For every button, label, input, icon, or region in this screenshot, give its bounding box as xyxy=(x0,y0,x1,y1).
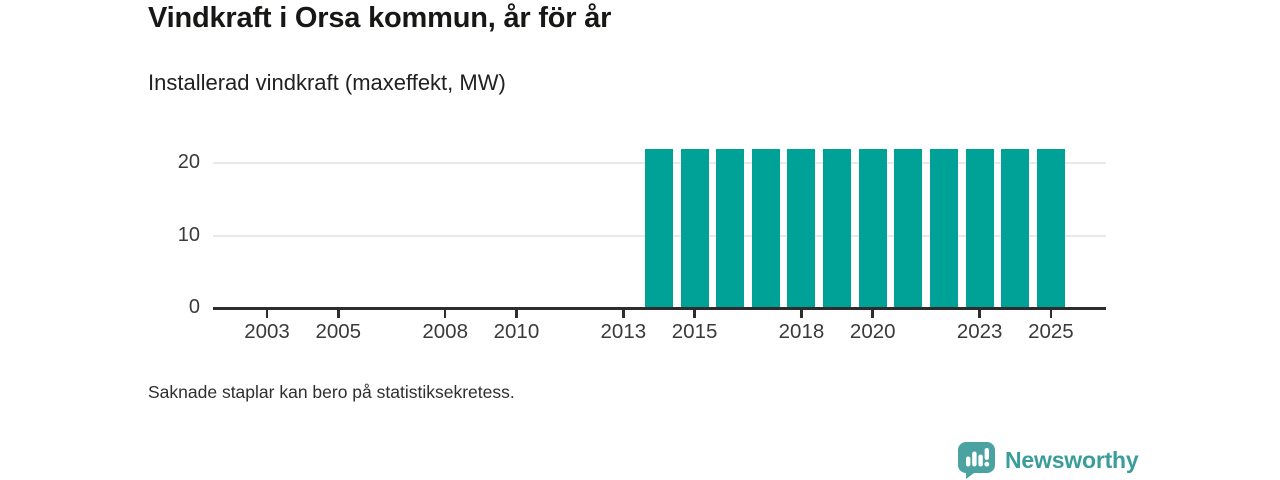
x-axis-label-2025: 2025 xyxy=(1028,320,1074,343)
x-axis-label-2005: 2005 xyxy=(315,320,362,343)
newsworthy-logo: Newsworthy xyxy=(957,441,1139,480)
x-tick-2025 xyxy=(1049,310,1053,318)
x-tick-2013 xyxy=(622,310,625,318)
bar-2018 xyxy=(787,148,816,308)
x-axis-line xyxy=(213,307,1106,310)
bar-2014 xyxy=(644,148,673,308)
newsworthy-brand-text: Newsworthy xyxy=(1005,447,1139,473)
bar-2021 xyxy=(894,148,923,308)
x-tick-2008 xyxy=(443,310,447,318)
y-axis-label-20: 20 xyxy=(177,151,200,174)
x-axis-label-2013: 2013 xyxy=(600,320,647,343)
bar-2019 xyxy=(823,148,852,308)
bar-2015 xyxy=(680,148,709,308)
bar-2023 xyxy=(965,148,994,308)
y-axis-label-10: 10 xyxy=(177,223,200,246)
x-tick-2023 xyxy=(978,310,981,318)
x-axis-label-2008: 2008 xyxy=(422,320,468,343)
bar-2022 xyxy=(930,148,958,308)
x-tick-2005 xyxy=(337,310,340,318)
x-axis-label-2015: 2015 xyxy=(671,320,718,343)
footnote: Saknade staplar kan bero på statistiksek… xyxy=(148,382,515,402)
bar-2016 xyxy=(716,148,745,308)
bar-2025 xyxy=(1036,148,1065,308)
x-axis-label-2018: 2018 xyxy=(778,320,825,343)
x-axis-label-2023: 2023 xyxy=(956,320,1003,343)
chart-subtitle: Installerad vindkraft (maxeffekt, MW) xyxy=(148,70,506,95)
x-tick-2015 xyxy=(693,310,696,318)
chart-title: Vindkraft i Orsa kommun, år för år xyxy=(148,2,612,34)
x-tick-2010 xyxy=(515,310,518,318)
x-axis-label-2020: 2020 xyxy=(849,320,896,343)
bar-2017 xyxy=(751,148,780,308)
x-axis-label-2003: 2003 xyxy=(244,320,290,343)
x-axis-label-2010: 2010 xyxy=(493,320,540,343)
bar-2024 xyxy=(1001,148,1030,308)
x-tick-2020 xyxy=(871,310,874,318)
newsworthy-logo-icon xyxy=(957,441,996,480)
x-tick-2003 xyxy=(265,310,269,318)
bar-2020 xyxy=(858,148,887,308)
x-tick-2018 xyxy=(800,310,803,318)
y-axis-label-0: 0 xyxy=(188,296,200,318)
